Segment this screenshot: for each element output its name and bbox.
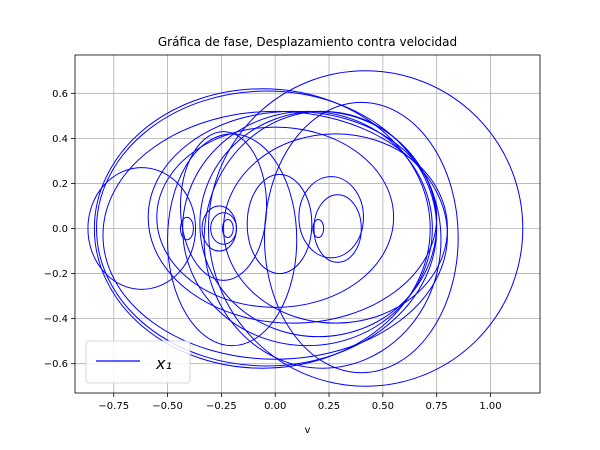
legend-box	[85, 340, 191, 384]
y-tick-label: −0.4	[44, 314, 68, 325]
legend-label-x1: x₁	[155, 354, 172, 373]
trajectory-loop	[179, 216, 194, 241]
x-tick-label: 1.00	[479, 401, 501, 412]
legend: x₁	[85, 340, 191, 384]
trajectory-loop	[313, 194, 362, 263]
trajectory-loop	[246, 173, 313, 275]
y-tick-label: −0.2	[44, 269, 68, 280]
y-tick-label: 0.4	[52, 134, 68, 145]
trajectory-loop	[263, 101, 459, 374]
trajectory-x1	[87, 70, 524, 387]
trajectory-loop	[87, 167, 197, 290]
x-tick-label: −0.75	[98, 401, 129, 412]
trajectory-loop	[298, 176, 364, 259]
trajectory-loop	[223, 133, 448, 324]
y-tick-label: 0.6	[52, 89, 68, 100]
y-tick-label: 0.2	[52, 179, 68, 190]
x-tick-label: 0.25	[318, 401, 340, 412]
trajectory-loop	[210, 212, 237, 245]
trajectory-loop	[312, 218, 325, 239]
axis-ticks: −0.75 −0.50 −0.25 0.00 0.25 0.50 0.75 1.00 −0.6 −…	[44, 89, 502, 412]
trajectory-loop	[156, 126, 395, 308]
x-tick-label: −0.25	[206, 401, 237, 412]
y-tick-label: 0.0	[52, 224, 68, 235]
trajectory-loop	[93, 88, 431, 369]
x-tick-label: 0.50	[372, 401, 394, 412]
x-axis-label: v	[305, 425, 311, 436]
plot-frame	[74, 54, 541, 394]
trajectory-loop	[207, 70, 524, 387]
y-tick-label: −0.6	[44, 359, 68, 370]
chart-title: Gráfica de fase, Desplazamiento contra v…	[158, 35, 457, 49]
x-tick-label: 0.75	[426, 401, 448, 412]
trajectory-loop	[221, 218, 234, 239]
trajectory-loop	[147, 110, 438, 324]
x-tick-label: −0.50	[152, 401, 183, 412]
trajectory-loop	[167, 133, 298, 347]
x-tick-label: 0.00	[264, 401, 286, 412]
